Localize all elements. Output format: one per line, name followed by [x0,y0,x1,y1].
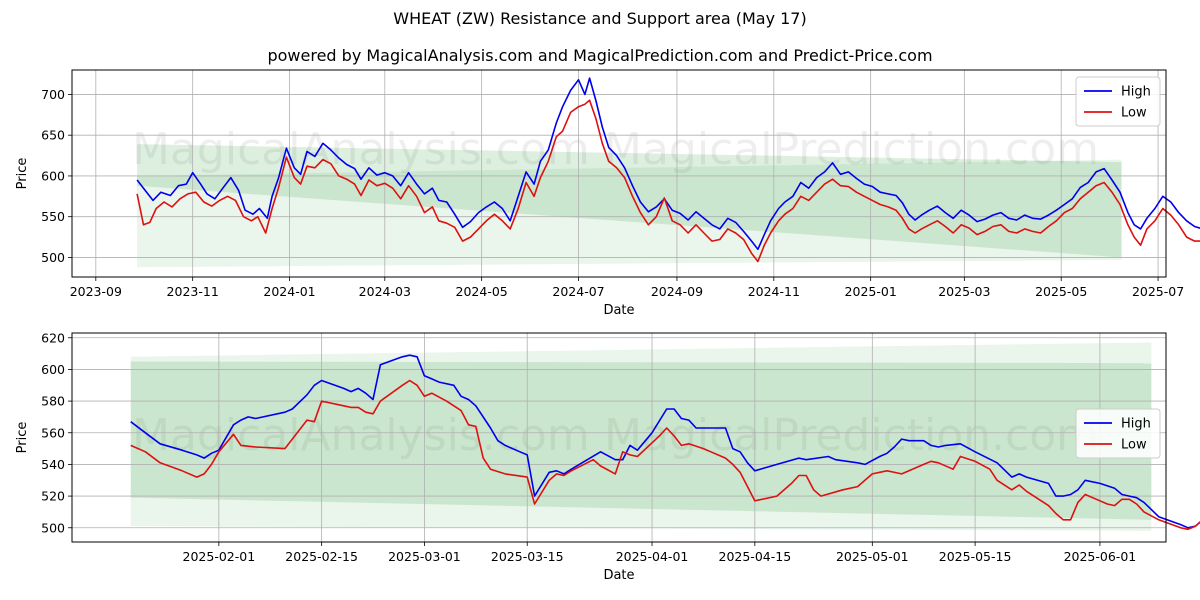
chart-subtitle: powered by MagicalAnalysis.com and Magic… [267,46,933,65]
plot-frame [71,332,1167,543]
x-tick-label: 2025-03 [938,284,990,299]
support-resistance-band-light [137,159,1122,268]
x-tick-label: 2025-04-01 [616,549,689,564]
x-axis-label: Date [603,568,634,583]
x-tick-label: 2024-09 [651,284,703,299]
legend: High Low [1075,76,1161,127]
x-tick-label: 2025-03-15 [491,549,564,564]
legend-label-low: Low [1121,438,1147,453]
y-tick-label: 560 [41,425,65,440]
x-tick-label: 2024-03 [359,284,411,299]
x-tick-label: 2023-09 [70,284,122,299]
y-tick-label: 550 [41,209,65,224]
legend-label-high: High [1121,85,1151,100]
watermark-left: MagicalAnalysis.com [132,124,590,175]
x-tick-label: 2025-04-15 [719,549,792,564]
x-axis-label: Date [603,303,634,318]
legend-label-high: High [1121,417,1151,432]
x-tick-label: 2025-07 [1132,284,1184,299]
x-tick-label: 2025-05 [1035,284,1087,299]
x-tick-label: 2024-11 [748,284,800,299]
x-tick-label: 2023-11 [167,284,219,299]
x-tick-label: 2025-03-01 [388,549,461,564]
watermark-left: MagicalAnalysis.com [132,410,590,461]
x-tick-label: 2025-05-15 [939,549,1012,564]
x-tick-label: 2025-01 [845,284,897,299]
chart-panel-1: MagicalAnalysis.com MagicalPrediction.com… [15,69,1200,318]
y-axis-label: Price [15,422,30,454]
legend-label-low: Low [1121,106,1147,121]
x-tick-label: 2025-02-15 [285,549,358,564]
watermark-right: MagicalPrediction.com [604,124,1099,175]
plot-frame [71,69,1167,278]
chart-panel-2: MagicalAnalysis.com MagicalPrediction.com… [15,330,1200,583]
y-tick-label: 500 [41,520,65,535]
chart-title: WHEAT (ZW) Resistance and Support area (… [393,9,807,28]
legend: High Low [1075,408,1161,459]
y-tick-label: 500 [41,250,65,265]
legend-box [1075,76,1161,127]
x-tick-label: 2024-07 [552,284,604,299]
y-tick-label: 620 [41,330,65,345]
x-tick-label: 2025-02-01 [183,549,256,564]
series-line-low [130,379,1200,531]
x-tick-label: 2024-01 [263,284,315,299]
y-tick-label: 600 [41,168,65,183]
y-tick-label: 600 [41,362,65,377]
y-tick-label: 580 [41,394,65,409]
support-resistance-band-light [130,342,1152,531]
y-tick-label: 520 [41,489,65,504]
series-line-low [136,99,1200,263]
y-tick-label: 700 [41,87,65,102]
x-tick-label: 2025-06-01 [1064,549,1137,564]
x-tick-label: 2025-05-01 [836,549,909,564]
y-tick-label: 650 [41,128,65,143]
y-tick-label: 540 [41,457,65,472]
series-line-high [136,77,1200,251]
legend-box [1075,408,1161,459]
series-line-high [130,354,1200,529]
watermark-right: MagicalPrediction.com [604,410,1099,461]
x-tick-label: 2024-05 [456,284,508,299]
y-axis-label: Price [15,158,30,190]
